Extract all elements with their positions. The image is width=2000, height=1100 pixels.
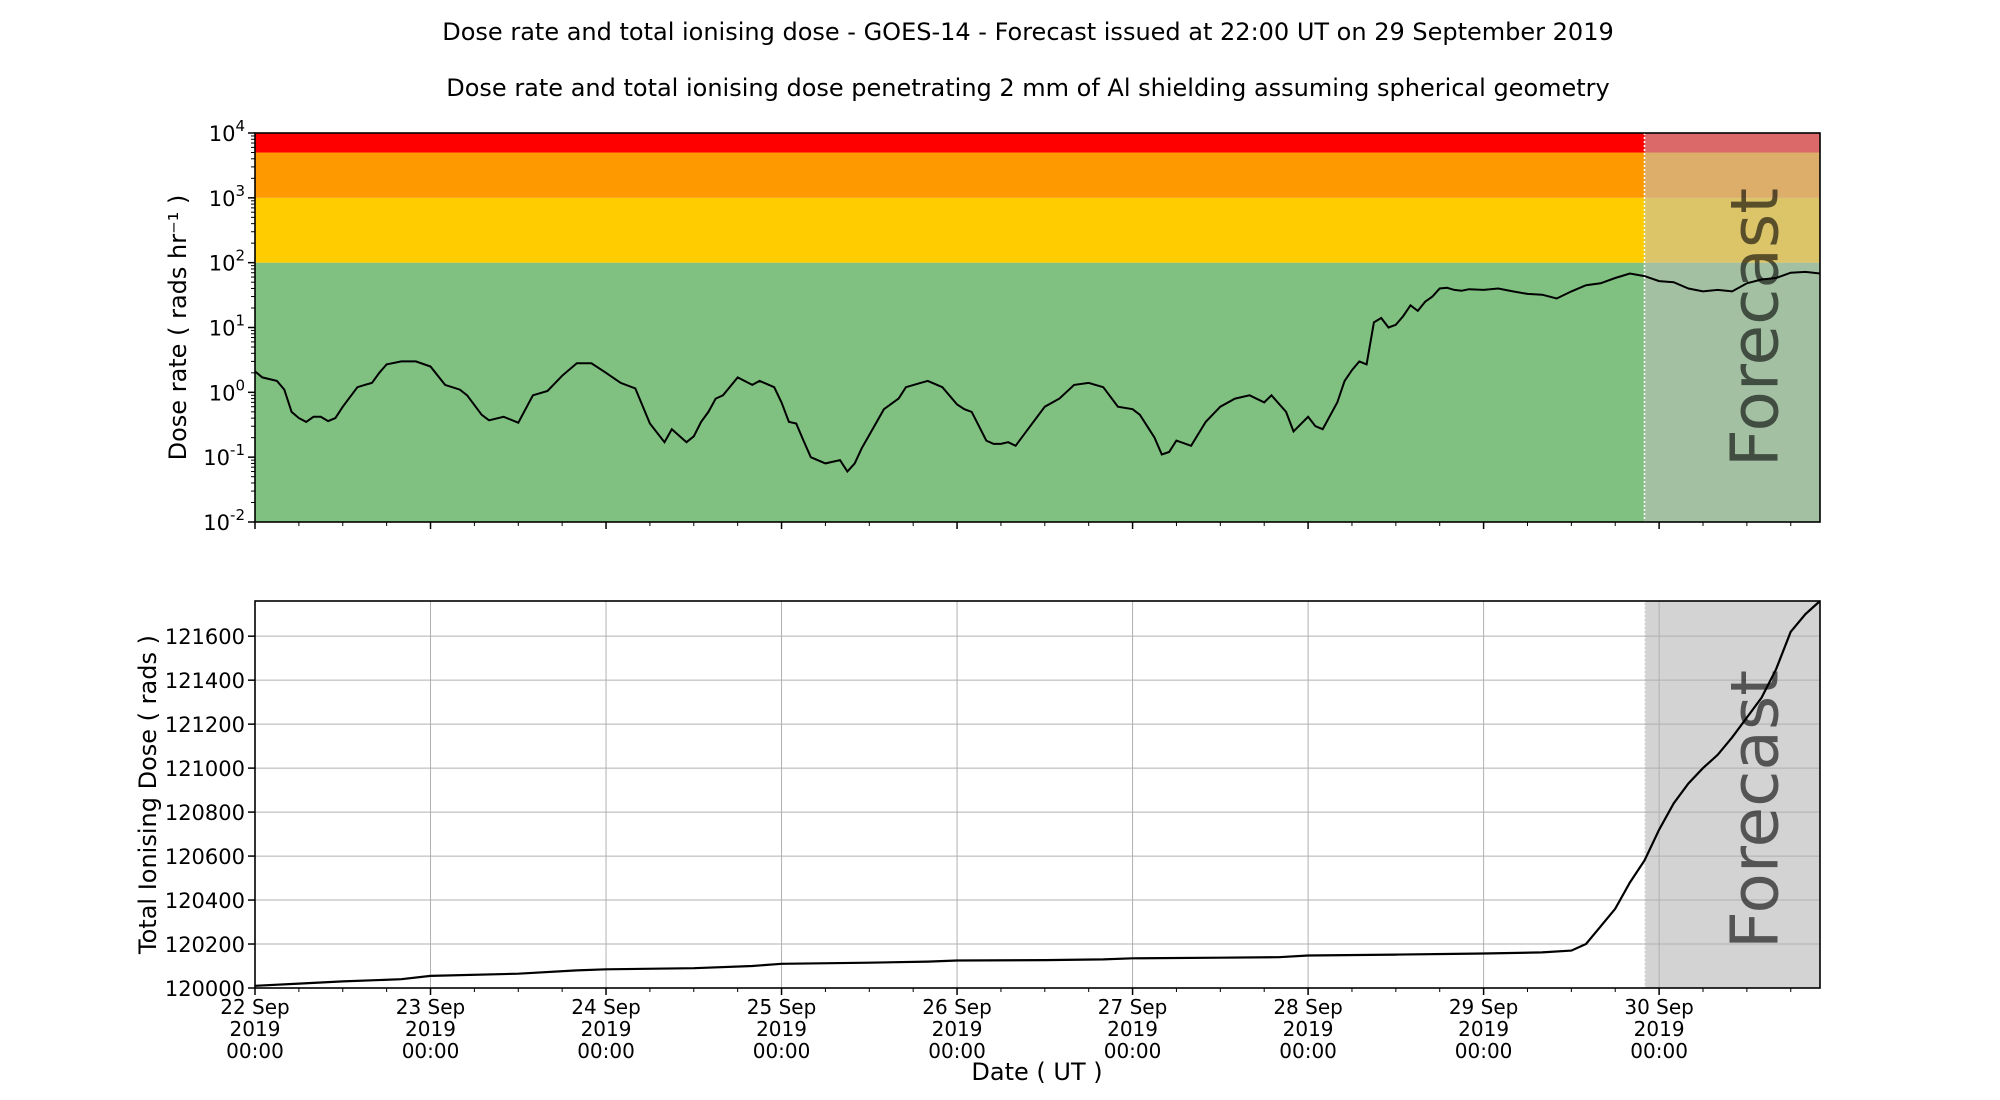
total-dose-y-tick-label: 121200 <box>165 713 245 737</box>
x-tick-label: 00:00 <box>1279 1039 1337 1063</box>
x-tick-label: 28 Sep <box>1273 995 1343 1019</box>
dose-rate-y-tick-label: 101 <box>209 312 245 341</box>
dose-rate-y-tick-label: 10-1 <box>203 441 245 470</box>
x-tick-label: 00:00 <box>577 1039 635 1063</box>
x-tick-label: 00:00 <box>226 1039 284 1063</box>
total-dose-y-tick-label: 120800 <box>165 801 245 825</box>
dose-rate-y-tick-label: 103 <box>209 182 245 211</box>
chart-subtitle: Dose rate and total ionising dose penetr… <box>446 74 1610 102</box>
total-dose-y-tick-label: 120600 <box>165 845 245 869</box>
chart-title: Dose rate and total ionising dose - GOES… <box>442 18 1613 46</box>
dose-rate-red-band <box>255 133 1820 153</box>
total-dose-y-tick-label: 121600 <box>165 625 245 649</box>
dose-rate-series-line <box>254 270 1821 474</box>
x-tick-label: 24 Sep <box>571 995 641 1019</box>
dose-rate-forecast-shade <box>1644 133 1820 522</box>
x-tick-label: 27 Sep <box>1098 995 1168 1019</box>
dose-rate-forecast-label: Forecast <box>1717 188 1794 467</box>
x-tick-label: 00:00 <box>1104 1039 1162 1063</box>
dose-rate-y-ticks: 10-2 10-1 100 101 102 103 104 <box>203 117 255 535</box>
x-tick-label: 29 Sep <box>1449 995 1519 1019</box>
dose-rate-x-ticks <box>254 522 1792 529</box>
x-tick-label: 2019 <box>1634 1017 1685 1041</box>
x-tick-label: 00:00 <box>402 1039 460 1063</box>
x-tick-label: 2019 <box>581 1017 632 1041</box>
total-dose-y-tick-label: 121000 <box>165 757 245 781</box>
x-tick-label: 26 Sep <box>922 995 992 1019</box>
total-dose-y-tick-label: 120200 <box>165 933 245 957</box>
total-dose-grid <box>254 601 1820 989</box>
x-tick-label: 00:00 <box>753 1039 811 1063</box>
total-dose-axes-frame <box>254 600 1821 989</box>
x-tick-label: 23 Sep <box>396 995 466 1019</box>
dose-rate-orange-band <box>255 152 1820 198</box>
total-dose-y-ticks: 120000 120200 120400 120600 120800 121000 1212… <box>165 625 255 1001</box>
dose-rate-y-tick-label: 104 <box>209 117 245 146</box>
x-tick-label: 2019 <box>405 1017 456 1041</box>
x-tick-label: 00:00 <box>928 1039 986 1063</box>
total-dose-y-tick-label: 120400 <box>165 889 245 913</box>
dose-rate-axes-frame <box>254 132 1821 523</box>
dose-rate-yellow-band <box>255 197 1820 263</box>
x-axis-label: Date ( UT ) <box>971 1058 1102 1086</box>
x-tick-label: 2019 <box>1283 1017 1334 1041</box>
dose-rate-y-tick-label: 102 <box>209 247 245 276</box>
x-tick-label: 00:00 <box>1630 1039 1688 1063</box>
x-tick-label: 22 Sep <box>220 995 290 1019</box>
x-tick-label: 00:00 <box>1455 1039 1513 1063</box>
x-tick-label: 2019 <box>932 1017 983 1041</box>
total-dose-series-line <box>254 600 1821 987</box>
x-tick-label: 2019 <box>230 1017 281 1041</box>
dose-rate-y-tick-label: 100 <box>209 376 245 405</box>
total-dose-forecast-label: Forecast <box>1717 670 1794 949</box>
total-dose-forecast-shade <box>1644 601 1820 988</box>
x-tick-label: 2019 <box>1458 1017 1509 1041</box>
x-tick-label: 2019 <box>756 1017 807 1041</box>
dose-rate-y-axis-label: Dose rate ( rads hr⁻¹ ) <box>164 195 192 461</box>
x-tick-label: 25 Sep <box>747 995 817 1019</box>
total-dose-y-axis-label: Total Ionising Dose ( rads ) <box>134 635 162 955</box>
total-dose-y-tick-label: 121400 <box>165 669 245 693</box>
dose-rate-threshold-bands <box>255 133 1820 522</box>
x-tick-label: 30 Sep <box>1624 995 1694 1019</box>
x-tick-label: 2019 <box>1107 1017 1158 1041</box>
total-dose-y-tick-label: 120000 <box>165 977 245 1001</box>
dose-rate-y-tick-label: 10-2 <box>203 506 245 535</box>
dose-rate-green-band <box>255 262 1820 522</box>
